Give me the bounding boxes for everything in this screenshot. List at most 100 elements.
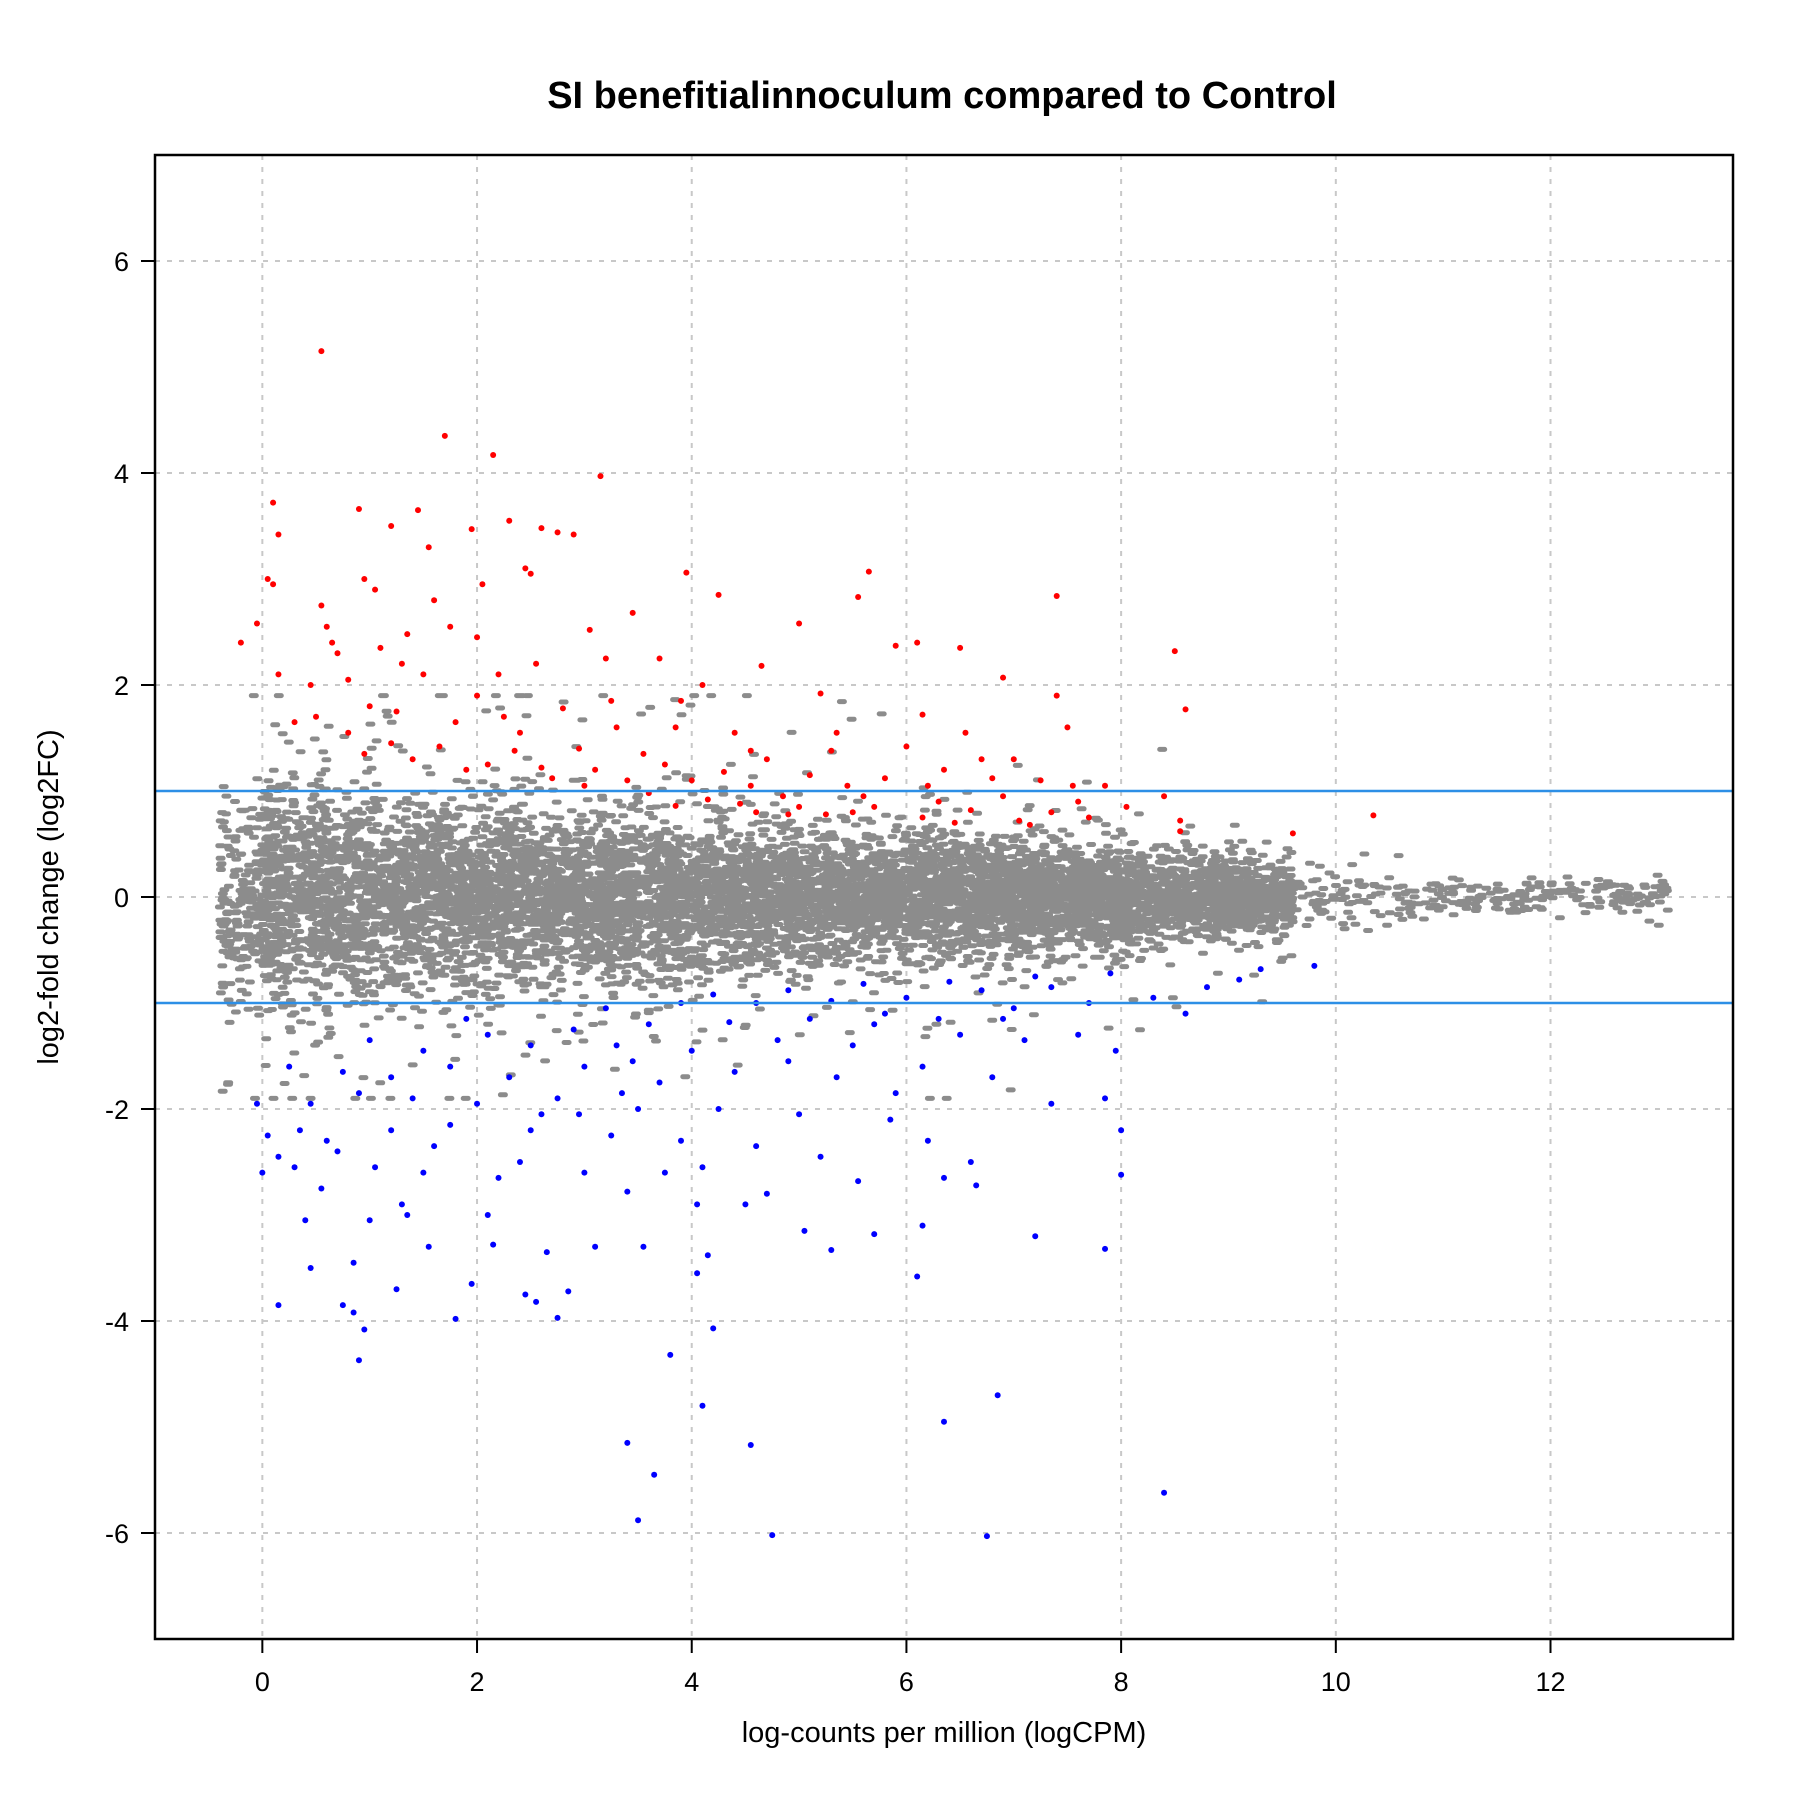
up-regulated-point <box>919 711 926 718</box>
up-regulated-point <box>613 724 620 731</box>
up-regulated-point <box>785 811 792 818</box>
y-tick-label: 4 <box>114 459 129 489</box>
down-regulated-point <box>431 1143 438 1150</box>
down-regulated-point <box>447 1063 454 1070</box>
down-regulated-point <box>699 1164 706 1171</box>
x-tick-label: 4 <box>684 1667 699 1697</box>
up-regulated-point <box>849 809 856 816</box>
up-regulated-point <box>291 719 298 726</box>
up-regulated-point <box>640 750 647 757</box>
up-regulated-point <box>951 819 958 826</box>
down-regulated-point <box>624 1439 631 1446</box>
down-regulated-point <box>366 1217 373 1224</box>
down-regulated-point <box>694 1270 701 1277</box>
down-regulated-point <box>1010 1005 1017 1012</box>
up-regulated-point <box>678 697 684 704</box>
down-regulated-point <box>919 1063 926 1070</box>
down-regulated-point <box>318 1185 325 1192</box>
down-regulated-point <box>339 1068 346 1075</box>
down-regulated-point <box>334 1148 341 1155</box>
down-regulated-point <box>602 1005 609 1012</box>
down-regulated-point <box>994 1392 1001 1399</box>
up-regulated-point <box>1000 674 1007 681</box>
down-regulated-point <box>1048 1100 1055 1107</box>
down-regulated-point <box>753 1143 760 1150</box>
down-regulated-point <box>264 1132 271 1139</box>
down-regulated-point <box>881 1010 888 1017</box>
down-regulated-point <box>887 1116 894 1123</box>
down-regulated-point <box>892 1090 899 1097</box>
up-regulated-point <box>425 544 432 551</box>
down-regulated-point <box>1118 1127 1125 1134</box>
up-regulated-point <box>779 793 786 800</box>
down-regulated-point <box>307 1265 314 1271</box>
down-regulated-point <box>699 1402 706 1409</box>
down-regulated-point <box>1118 1171 1125 1178</box>
down-regulated-point <box>1204 984 1210 991</box>
down-regulated-point <box>608 1132 615 1139</box>
up-regulated-point <box>597 473 604 480</box>
down-regulated-point <box>253 1100 260 1107</box>
up-regulated-point <box>495 671 502 678</box>
up-regulated-point <box>624 777 631 784</box>
up-regulated-point <box>538 525 545 532</box>
down-regulated-point <box>678 1137 684 1144</box>
up-regulated-point <box>656 655 663 662</box>
up-regulated-point <box>431 597 438 604</box>
down-regulated-point <box>731 1068 738 1075</box>
up-regulated-point <box>855 594 862 601</box>
down-regulated-point <box>806 1015 813 1022</box>
down-regulated-point <box>1257 966 1264 973</box>
up-regulated-point <box>355 506 362 513</box>
down-regulated-point <box>796 1111 803 1118</box>
up-regulated-point <box>758 662 765 669</box>
up-regulated-point <box>1053 692 1060 699</box>
x-tick-label: 10 <box>1321 1667 1351 1697</box>
data-points <box>214 348 1673 1540</box>
x-tick-label: 6 <box>899 1667 914 1697</box>
down-regulated-point <box>409 1095 416 1102</box>
up-regulated-point <box>1069 782 1076 789</box>
up-regulated-point <box>570 531 577 538</box>
down-regulated-point <box>275 1302 282 1309</box>
up-regulated-point <box>576 745 583 752</box>
down-regulated-point <box>350 1259 357 1266</box>
up-regulated-point <box>989 775 996 782</box>
up-regulated-point <box>731 729 738 736</box>
gridlines <box>155 155 1733 1639</box>
down-regulated-point <box>1075 1031 1082 1038</box>
up-regulated-point <box>1171 648 1178 655</box>
down-regulated-point <box>661 1169 668 1176</box>
up-regulated-point <box>1182 706 1189 713</box>
up-regulated-point <box>629 609 636 616</box>
down-regulated-point <box>420 1169 427 1176</box>
down-regulated-point <box>554 1314 561 1321</box>
up-regulated-point <box>345 729 352 736</box>
down-regulated-point <box>1161 1489 1168 1496</box>
up-regulated-point <box>479 581 486 588</box>
down-regulated-point <box>941 1174 947 1181</box>
up-regulated-point <box>264 576 271 582</box>
down-regulated-point <box>667 1351 674 1358</box>
up-regulated-point <box>699 682 706 688</box>
down-regulated-point <box>1112 1047 1119 1054</box>
up-regulated-point <box>388 740 395 747</box>
down-regulated-point <box>275 1153 282 1160</box>
up-regulated-point <box>1123 803 1130 810</box>
down-regulated-point <box>710 991 717 998</box>
up-regulated-point <box>270 499 277 506</box>
up-regulated-point <box>323 623 330 630</box>
up-regulated-point <box>270 581 277 588</box>
x-tick-label: 0 <box>255 1667 270 1697</box>
up-regulated-point <box>892 642 899 649</box>
up-regulated-point <box>828 747 835 754</box>
up-regulated-point <box>796 620 803 627</box>
down-regulated-point <box>1150 994 1157 1001</box>
down-regulated-point <box>490 1241 497 1248</box>
down-regulated-point <box>1032 973 1039 980</box>
y-axis-label: log2-fold change (log2FC) <box>33 729 65 1064</box>
up-regulated-point <box>538 764 545 771</box>
down-regulated-point <box>554 1095 561 1102</box>
up-regulated-point <box>361 576 368 582</box>
down-regulated-point <box>1107 970 1114 977</box>
